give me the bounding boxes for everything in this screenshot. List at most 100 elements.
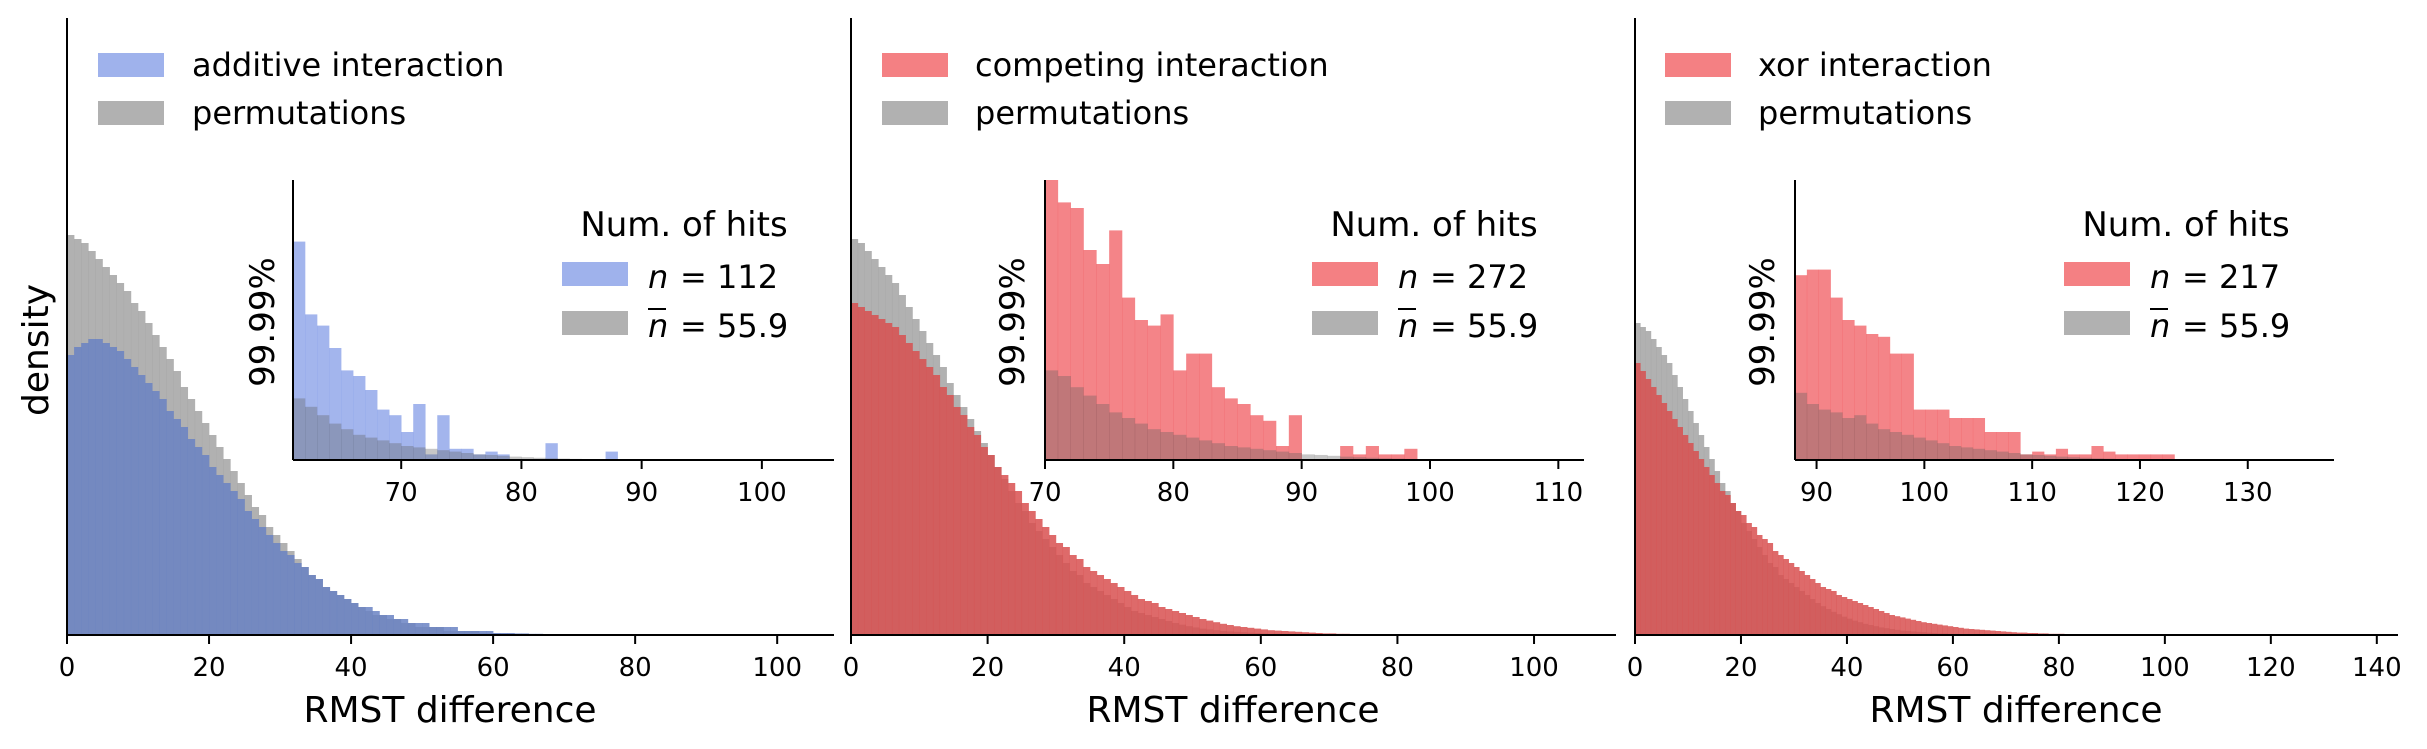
interaction-bar [1260,629,1268,635]
inset-interaction-bar [2150,454,2163,460]
inset-nbar-symbol: n [1398,307,1418,345]
inset-interaction-bar [1263,420,1277,460]
interaction-bar [1931,623,1938,635]
inset-interaction-bar [1134,320,1148,460]
interaction-bar [1274,630,1282,635]
interaction-bar [1862,605,1869,635]
inset-permutation-bar [413,447,426,460]
inset-interaction-bar [1365,446,1379,460]
inset-interaction-bar [473,454,486,460]
interaction-bar [1008,483,1016,635]
legend-swatch-permutations [98,101,164,125]
legend-label-permutations: permutations [975,94,1189,132]
interaction-bar [1076,559,1084,635]
interaction-bar [379,615,387,635]
inset-permutation-bar [2079,457,2092,460]
interaction-bar [74,347,82,635]
interaction-bar [1846,599,1853,635]
inset-permutation-bar [1889,432,1903,460]
interaction-bar [478,631,487,635]
inset-interaction-bar [1096,264,1110,460]
panel-competing: 0 20 40 60 80 100 70 80 90 100 110 RMST differenc… [843,18,1616,731]
inset-permutation-bar [1949,446,1962,460]
inset-interaction-bar [1984,432,1997,460]
interaction-bar [152,391,160,635]
inset-interaction-bar [1925,409,1938,460]
x-tick-label: 80 [1381,653,1414,683]
interaction-bar [1709,475,1715,635]
interaction-bar [1756,535,1763,635]
interaction-bar [2011,632,2017,635]
interaction-bar [1226,625,1234,635]
interaction-bar [130,367,139,635]
x-tick-label: 60 [1244,653,1277,683]
x-tick-label: 120 [2246,653,2296,683]
inset-n-symbol: n [648,258,668,296]
interaction-bar [67,355,75,635]
interaction-bar [1958,627,1964,635]
x-tick-label: 40 [1830,653,1863,683]
interaction-bar [1746,523,1752,635]
interaction-bar [1124,591,1132,635]
interaction-bar [308,575,316,635]
interaction-bar [1185,615,1193,635]
inset-x-tick-label: 100 [1900,478,1950,508]
inset-x-tick-label: 90 [625,478,658,508]
interaction-bar [891,327,900,635]
interaction-bar [173,419,181,635]
inset-interaction-bar [389,415,402,460]
legend-label-interaction: additive interaction [192,46,504,84]
inset-swatch-n [562,262,628,286]
inset-x-tick-label: 100 [1405,478,1455,508]
interaction-bar [464,631,473,635]
inset-permutation-bar [1288,453,1302,460]
inset-interaction-bar [1913,409,1926,460]
interaction-bar [967,427,975,635]
interaction-bar [88,339,96,635]
interaction-bar [1804,575,1811,635]
interaction-bar [1714,483,1721,635]
interaction-bar [1778,555,1784,635]
inset-permutation-bar [365,437,378,460]
interaction-bar [230,491,238,635]
inset-permutation-bar [1327,455,1341,460]
interaction-bar [1873,609,1880,635]
inset-permutation-bar [1340,456,1354,460]
x-tick-label: 80 [2042,653,2075,683]
legend-swatch-permutations [1665,101,1731,125]
inset-interaction-bar [2115,454,2128,460]
interaction-bar [885,323,893,635]
inset-permutation-bar [1147,429,1161,460]
x-tick-label: 20 [1724,653,1757,683]
interaction-bar [1772,551,1779,635]
inset-permutation-bar [485,454,498,460]
inset-permutation-bar [305,406,318,460]
inset-permutation-bar [1109,412,1123,460]
inset-interaction-bar [1972,418,1986,460]
inset-interaction-bar [1340,446,1354,460]
interaction-bar [1921,622,1927,635]
interaction-bar [1301,632,1309,635]
inset-x-tick-label: 120 [2115,478,2165,508]
interaction-bar [145,383,153,635]
interaction-bar [1014,491,1023,635]
interaction-bar [1979,629,1986,635]
interaction-bar [393,619,402,635]
inset-interaction-bar [1199,353,1213,460]
interaction-bar [2016,632,2023,635]
inset-swatch-nbar [1312,311,1378,335]
interaction-bar [1984,630,1991,635]
interaction-bar [422,623,430,635]
x-tick-label: 100 [752,653,802,683]
inset-permutation-bar [341,429,354,460]
inset-permutation-bar [1937,443,1950,460]
interaction-bar [1110,583,1118,635]
interaction-bar [1656,395,1662,635]
interaction-bar [372,611,380,635]
interaction-bar [358,607,366,635]
interaction-bar [1809,579,1816,635]
interaction-bar [1144,601,1152,635]
interaction-bar [960,415,968,635]
inset-permutation-bar [2032,454,2045,460]
interaction-bar [180,427,189,635]
